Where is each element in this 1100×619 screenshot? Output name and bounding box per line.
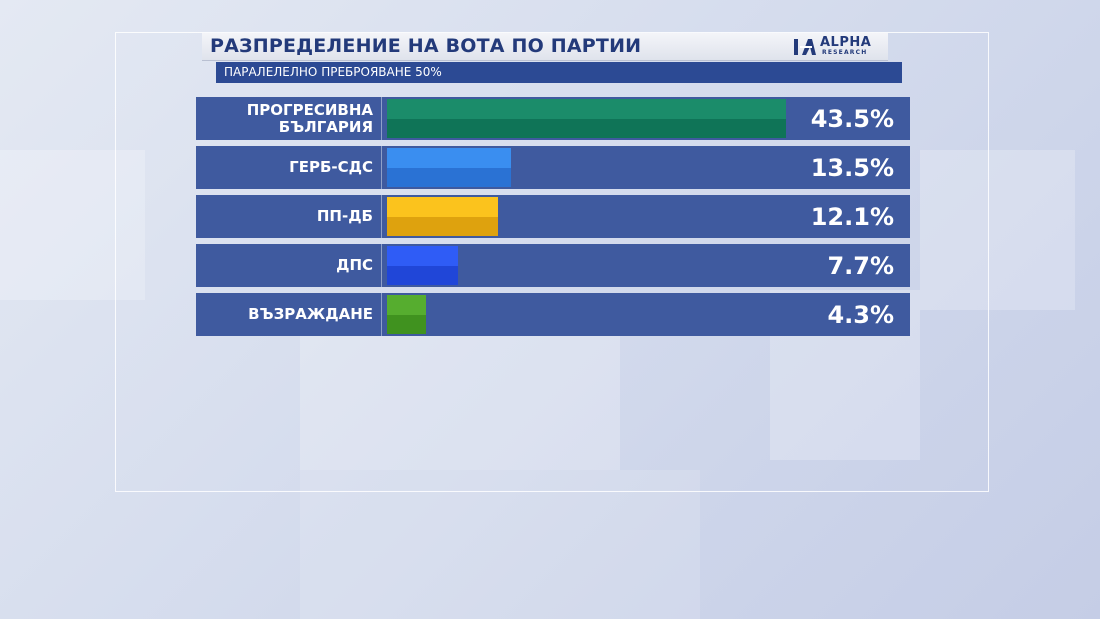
subtitle-bar: ПАРАЛЕЛЕЛНО ПРЕБРОЯВАНЕ 50% (216, 62, 902, 83)
category-label: ПП-ДБ (196, 195, 382, 238)
category-label: ВЪЗРАЖДАНЕ (196, 293, 382, 336)
data-label: 4.3% (827, 300, 894, 329)
data-label: 12.1% (810, 202, 894, 231)
bar-highlight (387, 246, 458, 266)
bar-row: ВЪЗРАЖДАНЕ 4.3% (196, 293, 910, 336)
logo-sub: RESEARCH (822, 49, 868, 56)
bar (387, 246, 458, 285)
bar-highlight (387, 99, 786, 119)
bar-row: ПП-ДБ 12.1% (196, 195, 910, 238)
bar-shade (387, 265, 458, 285)
bar-shade (387, 314, 427, 334)
title-bar: РАЗПРЕДЕЛЕНИЕ НА ВОТА ПО ПАРТИИ ALPHA RE… (202, 33, 888, 61)
background-tile (300, 470, 700, 619)
category-label-text: ПРОГРЕСИВНА БЪЛГАРИЯ (246, 100, 373, 136)
category-label-text: ВЪЗРАЖДАНЕ (248, 305, 373, 323)
category-label: ГЕРБ-СДС (196, 146, 382, 189)
bar-highlight (387, 148, 511, 168)
category-label: ДПС (196, 244, 382, 287)
category-label-text: ГЕРБ-СДС (289, 158, 373, 176)
alpha-research-logo-icon (794, 39, 816, 55)
background-tile (920, 150, 1075, 310)
bar-shade (387, 118, 786, 138)
bar-shade (387, 216, 498, 236)
bar-highlight (387, 295, 427, 315)
bar (387, 197, 498, 236)
bar (387, 295, 427, 334)
chart-subtitle: ПАРАЛЕЛЕЛНО ПРЕБРОЯВАНЕ 50% (224, 65, 442, 79)
category-label: ПРОГРЕСИВНА БЪЛГАРИЯ (196, 97, 382, 140)
bar-highlight (387, 197, 498, 217)
chart-title: РАЗПРЕДЕЛЕНИЕ НА ВОТА ПО ПАРТИИ (210, 35, 642, 57)
chart-frame (115, 32, 989, 492)
category-label-text: ДПС (336, 256, 373, 274)
category-label-text: ПП-ДБ (316, 207, 373, 225)
bar-row: ГЕРБ-СДС 13.5% (196, 146, 910, 189)
bar-row: ПРОГРЕСИВНА БЪЛГАРИЯ 43.5% (196, 97, 910, 140)
bar-shade (387, 167, 511, 187)
background-tile (460, 330, 620, 470)
background-tile (300, 330, 460, 470)
data-label: 7.7% (827, 251, 894, 280)
background-tile (0, 150, 145, 300)
data-label: 13.5% (810, 153, 894, 182)
logo-name: ALPHA (820, 35, 872, 50)
bar (387, 99, 786, 138)
bar-row: ДПС 7.7% (196, 244, 910, 287)
bar (387, 148, 511, 187)
data-label: 43.5% (810, 104, 894, 133)
alpha-research-logo: ALPHA RESEARCH (790, 35, 882, 58)
